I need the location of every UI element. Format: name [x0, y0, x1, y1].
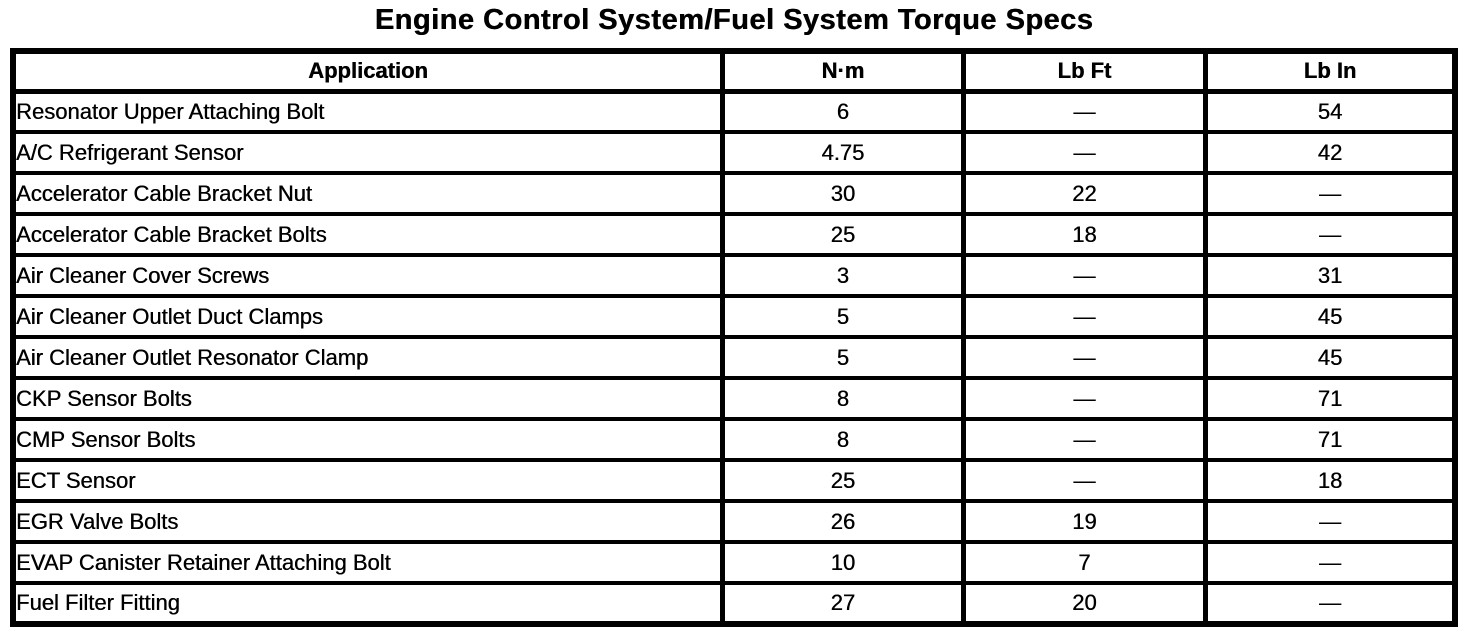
lb-in-cell: — — [1203, 499, 1458, 544]
column-header-lb-ft: Lb Ft — [960, 49, 1209, 94]
lb-in-cell: — — [1203, 171, 1458, 216]
application-cell: ECT Sensor — [10, 458, 725, 503]
lb-ft-cell: — — [960, 458, 1209, 503]
lb-in-cell: 18 — [1203, 458, 1458, 503]
nm-cell: 25 — [719, 458, 966, 503]
application-cell: Accelerator Cable Bracket Bolts — [10, 212, 725, 257]
application-cell: CMP Sensor Bolts — [10, 417, 725, 462]
lb-ft-cell: 18 — [960, 212, 1209, 257]
application-cell: Fuel Filter Fitting — [10, 581, 725, 626]
nm-cell: 6 — [719, 89, 966, 134]
lb-in-cell: — — [1203, 581, 1458, 626]
application-cell: Air Cleaner Outlet Duct Clamps — [10, 294, 725, 339]
lb-ft-cell: — — [960, 130, 1209, 175]
nm-cell: 27 — [719, 581, 966, 626]
nm-cell: 5 — [719, 294, 966, 339]
table-row: CKP Sensor Bolts 8 — 71 — [10, 376, 1458, 421]
nm-cell: 30 — [719, 171, 966, 216]
application-cell: Air Cleaner Cover Screws — [10, 253, 725, 298]
table-row: Accelerator Cable Bracket Bolts 25 18 — — [10, 212, 1458, 257]
lb-in-cell: 71 — [1203, 376, 1458, 421]
lb-in-cell: 31 — [1203, 253, 1458, 298]
application-cell: Air Cleaner Outlet Resonator Clamp — [10, 335, 725, 380]
table-row: Accelerator Cable Bracket Nut 30 22 — — [10, 171, 1458, 216]
lb-in-cell: — — [1203, 212, 1458, 257]
application-cell: CKP Sensor Bolts — [10, 376, 725, 421]
table-row: Air Cleaner Outlet Resonator Clamp 5 — 4… — [10, 335, 1458, 380]
nm-cell: 5 — [719, 335, 966, 380]
lb-in-cell: 45 — [1203, 294, 1458, 339]
lb-ft-cell: — — [960, 335, 1209, 380]
nm-cell: 10 — [719, 540, 966, 585]
lb-ft-cell: — — [960, 253, 1209, 298]
lb-ft-cell: 7 — [960, 540, 1209, 585]
column-header-application: Application — [10, 49, 725, 94]
lb-ft-cell: — — [960, 417, 1209, 462]
table-row: CMP Sensor Bolts 8 — 71 — [10, 417, 1458, 462]
table-row: EVAP Canister Retainer Attaching Bolt 10… — [10, 540, 1458, 585]
nm-cell: 25 — [719, 212, 966, 257]
table-row: EGR Valve Bolts 26 19 — — [10, 499, 1458, 544]
lb-ft-cell: — — [960, 294, 1209, 339]
column-header-lb-in: Lb In — [1203, 49, 1458, 94]
torque-specs-table: Application N·m Lb Ft Lb In Resonator Up… — [10, 48, 1458, 627]
nm-cell: 8 — [719, 417, 966, 462]
lb-ft-cell: 22 — [960, 171, 1209, 216]
application-cell: Accelerator Cable Bracket Nut — [10, 171, 725, 216]
lb-ft-cell: — — [960, 89, 1209, 134]
lb-ft-cell: — — [960, 376, 1209, 421]
application-cell: Resonator Upper Attaching Bolt — [10, 89, 725, 134]
table-row: Resonator Upper Attaching Bolt 6 — 54 — [10, 89, 1458, 134]
lb-ft-cell: 20 — [960, 581, 1209, 626]
table-row: Air Cleaner Cover Screws 3 — 31 — [10, 253, 1458, 298]
application-cell: EGR Valve Bolts — [10, 499, 725, 544]
nm-cell: 4.75 — [719, 130, 966, 175]
table-row: Air Cleaner Outlet Duct Clamps 5 — 45 — [10, 294, 1458, 339]
lb-in-cell: 42 — [1203, 130, 1458, 175]
lb-in-cell: 54 — [1203, 89, 1458, 134]
lb-in-cell: 71 — [1203, 417, 1458, 462]
table-row: Fuel Filter Fitting 27 20 — — [10, 581, 1458, 626]
application-cell: EVAP Canister Retainer Attaching Bolt — [10, 540, 725, 585]
application-cell: A/C Refrigerant Sensor — [10, 130, 725, 175]
lb-in-cell: — — [1203, 540, 1458, 585]
nm-cell: 3 — [719, 253, 966, 298]
table-row: A/C Refrigerant Sensor 4.75 — 42 — [10, 130, 1458, 175]
table-row: ECT Sensor 25 — 18 — [10, 458, 1458, 503]
nm-cell: 8 — [719, 376, 966, 421]
lb-in-cell: 45 — [1203, 335, 1458, 380]
page-title: Engine Control System/Fuel System Torque… — [374, 4, 1094, 36]
column-header-nm: N·m — [719, 49, 966, 94]
nm-cell: 26 — [719, 499, 966, 544]
table-header-row: Application N·m Lb Ft Lb In — [10, 49, 1458, 94]
lb-ft-cell: 19 — [960, 499, 1209, 544]
